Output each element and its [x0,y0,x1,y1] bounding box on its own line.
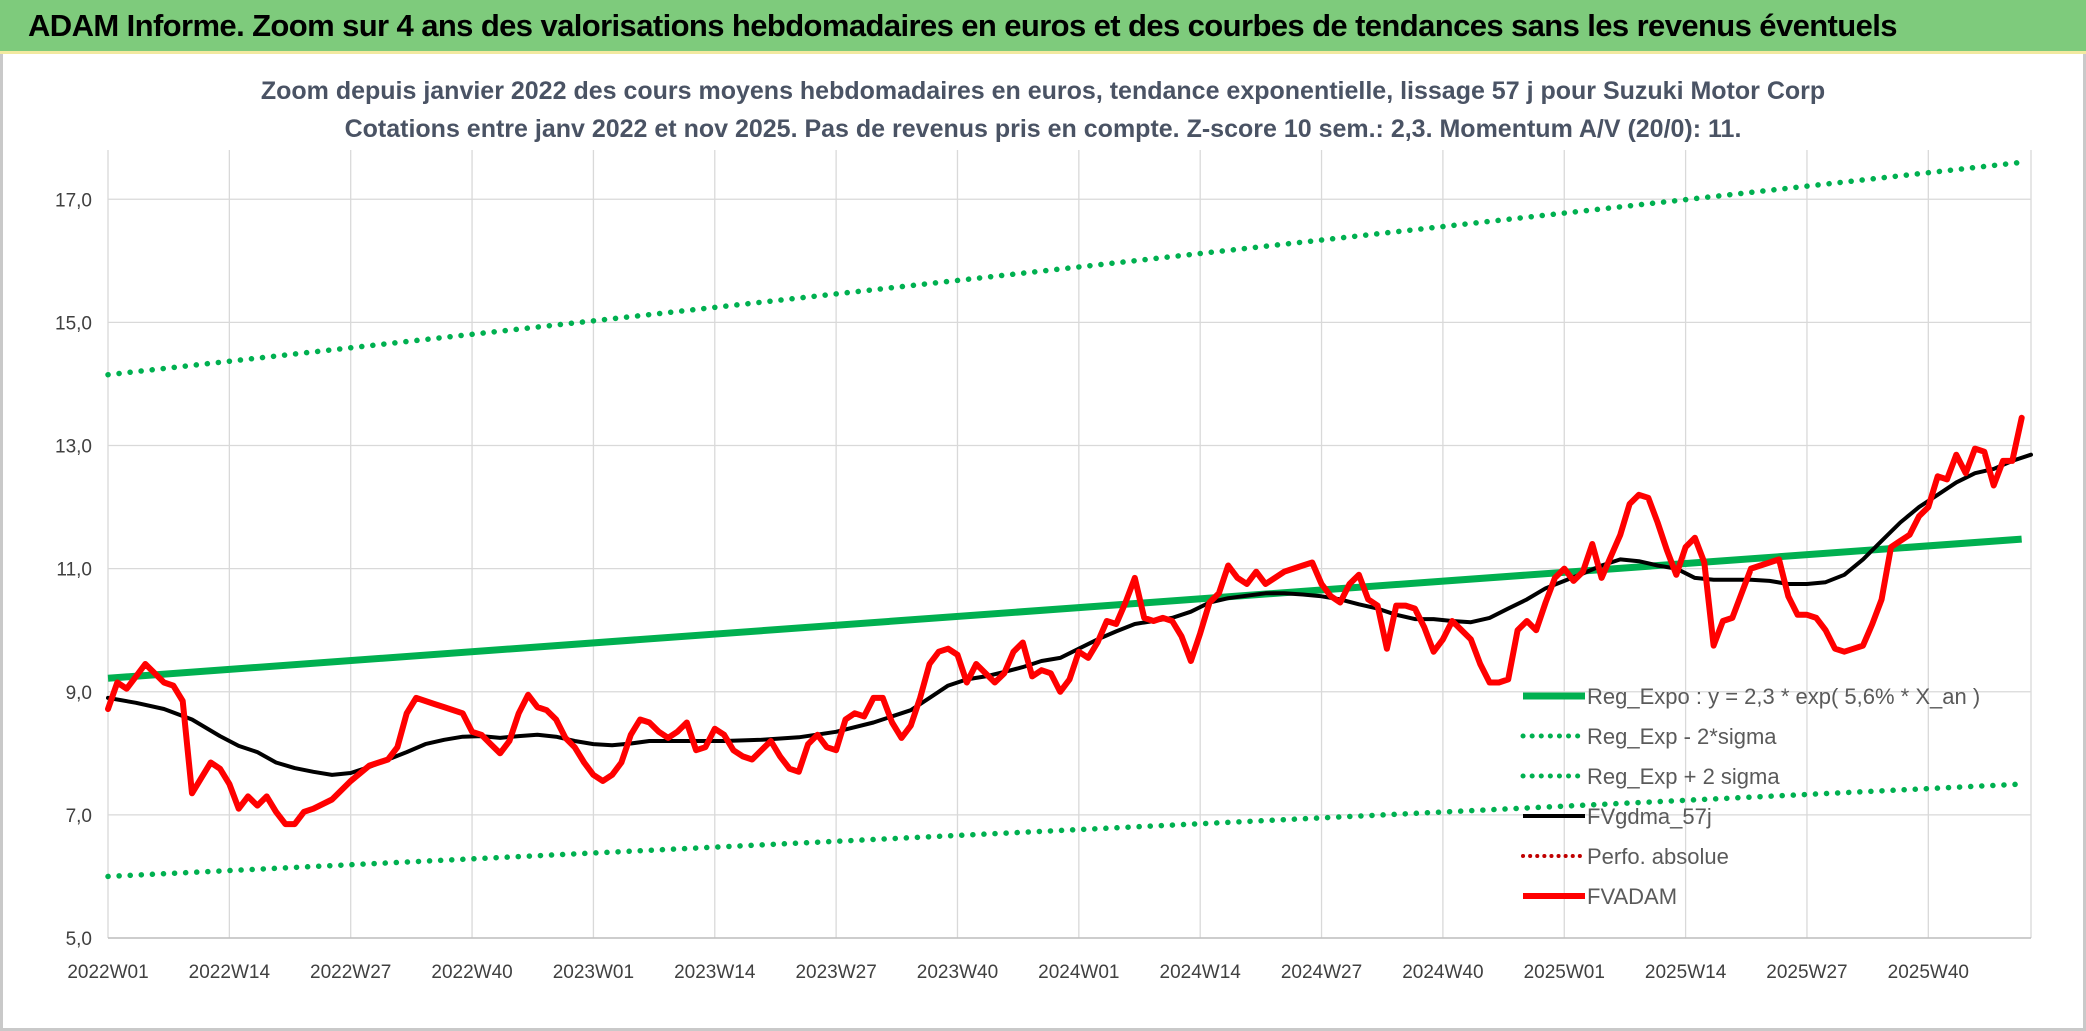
report-banner: ADAM Informe. Zoom sur 4 ans des valoris… [0,0,2086,54]
x-tick-label: 2025W01 [1524,962,1605,983]
y-tick-label: 9,0 [66,683,92,704]
report-title: ADAM Informe. Zoom sur 4 ans des valoris… [28,8,1898,43]
x-tick-label: 2024W27 [1281,962,1362,983]
x-tick-label: 2022W40 [431,962,512,983]
y-tick-label: 7,0 [66,806,92,827]
x-axis: 2022W01 2022W14 2022W27 2022W40 2023W01 2023W… [67,937,2031,983]
x-tick-label: 2024W40 [1402,962,1483,983]
chart-frame: Zoom depuis janvier 2022 des cours moyen… [0,54,2086,1031]
y-tick-label: 13,0 [55,437,92,458]
chart-title-line-1: Zoom depuis janvier 2022 des cours moyen… [261,77,1825,105]
legend-label: Reg_Exp + 2 sigma [1587,764,1780,789]
x-tick-label: 2025W14 [1645,962,1727,983]
series-reg-exp-plus-2sigma [105,159,2025,378]
y-tick-label: 11,0 [56,560,92,581]
x-tick-label: 2023W40 [917,962,998,983]
x-tick-label: 2023W14 [674,962,756,983]
legend: Reg_Expo : y = 2,3 * exp( 5,6% * X_an ) R… [1520,684,1980,909]
y-tick-label: 17,0 [55,190,92,211]
x-tick-label: 2024W14 [1160,962,1242,983]
x-tick-label: 2023W27 [795,962,876,983]
chart-title-line-2: Cotations entre janv 2022 et nov 2025. P… [345,115,1742,143]
x-tick-label: 2022W27 [310,962,391,983]
y-axis: 5,0 7,0 9,0 11,0 13,0 15,0 17,0 [55,190,92,950]
gridlines [107,150,2032,939]
legend-label: Reg_Exp - 2*sigma [1587,724,1777,749]
y-tick-label: 15,0 [55,313,92,334]
legend-label: Reg_Expo : y = 2,3 * exp( 5,6% * X_an ) [1587,684,1980,709]
legend-label: Perfo. absolue [1587,844,1729,869]
chart-title: Zoom depuis janvier 2022 des cours moyen… [261,77,1825,143]
legend-label: FVADAM [1587,884,1677,909]
x-tick-label: 2022W14 [189,962,271,983]
y-tick-label: 5,0 [66,929,92,950]
x-tick-label: 2022W01 [67,962,148,983]
x-tick-label: 2025W40 [1888,962,1969,983]
series-reg-exp-minus-2sigma [105,781,2025,880]
legend-label: FVgdma_57j [1587,804,1712,829]
x-tick-label: 2023W01 [553,962,634,983]
line-chart: Zoom depuis janvier 2022 des cours moyen… [55,77,2033,983]
series-fvadam [105,414,2025,828]
x-tick-label: 2025W27 [1766,962,1847,983]
x-tick-label: 2024W01 [1038,962,1119,983]
series-layer [105,159,2033,880]
